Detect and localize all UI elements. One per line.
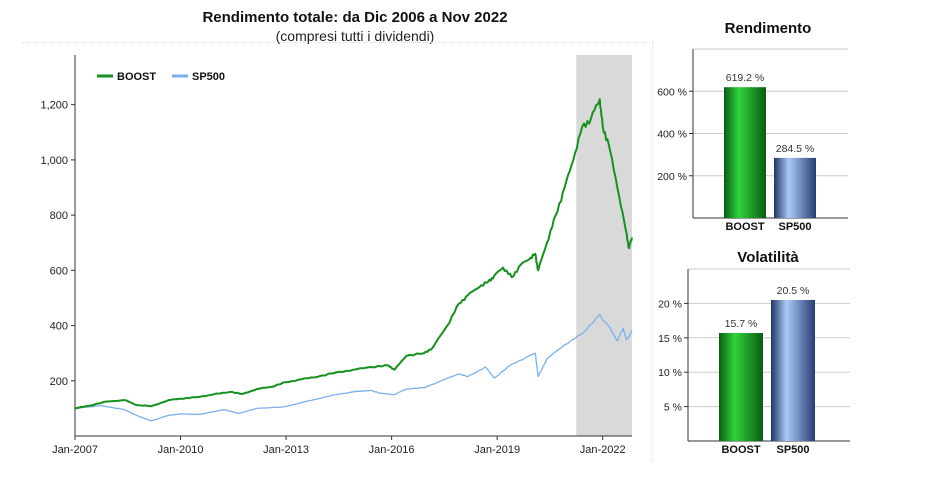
return-bar-chart: 200 % 400 % 600 % 619.2 % BOOST 284.5 % SP500 (657, 48, 848, 233)
bar-sp500 (774, 157, 816, 218)
y-tick-label: 800 (50, 210, 68, 222)
y-tick-label: 200 % (657, 171, 687, 183)
y-tick-label: 600 % (657, 86, 687, 98)
x-tick-label: Jan-2007 (52, 444, 98, 456)
y-tick-label: 5 % (664, 402, 682, 414)
chart-title: Rendimento totale: da Dic 2006 a Nov 202… (202, 9, 508, 26)
legend-label-boost: BOOST (117, 71, 156, 83)
volatility-bar-chart: 5 % 10 % 15 % 20 % 15.7 % BOOST 20.5 % SP500 (658, 268, 850, 456)
dotted-separator-vertical (652, 42, 653, 462)
x-tick-label: Jan-2019 (474, 444, 520, 456)
y-tick-label: 20 % (658, 298, 682, 310)
bar-boost (719, 332, 763, 441)
x-tick-label: Jan-2016 (369, 444, 415, 456)
volatility-chart-title: Volatilità (737, 249, 799, 266)
return-chart-title: Rendimento (724, 20, 812, 37)
bar-category-label: SP500 (776, 444, 809, 456)
legend-label-sp500: SP500 (192, 71, 225, 83)
y-tick-label: 1,200 (40, 100, 68, 112)
plot-area (75, 55, 632, 436)
chart-subtitle: (compresi tutti i dividendi) (275, 28, 435, 44)
bar-value-label: 619.2 % (726, 72, 765, 84)
bar-category-label: BOOST (721, 444, 760, 456)
y-tick-label: 400 % (657, 129, 687, 141)
shaded-period (576, 55, 632, 436)
y-tick-label: 400 (50, 321, 68, 333)
bar-value-label: 284.5 % (776, 143, 815, 155)
x-tick-label: Jan-2010 (158, 444, 204, 456)
total-return-line-chart: 200 400 600 800 1,000 1,200 Jan-2007 Jan-2010 Ja… (40, 55, 633, 456)
bar-value-label: 15.7 % (725, 318, 758, 330)
series-line-sp500 (74, 313, 633, 422)
dotted-separator-horizontal (22, 42, 650, 43)
y-tick-label: 10 % (658, 367, 682, 379)
y-tick-label: 600 (50, 265, 68, 277)
bar-boost (724, 87, 766, 218)
bar-category-label: SP500 (778, 221, 811, 233)
x-tick-label: Jan-2013 (263, 444, 309, 456)
x-tick-label: Jan-2022 (580, 444, 626, 456)
y-tick-label: 15 % (658, 333, 682, 345)
series-line-boost (74, 98, 633, 410)
bar-category-label: BOOST (725, 221, 764, 233)
y-tick-label: 200 (50, 376, 68, 388)
bar-value-label: 20.5 % (777, 285, 810, 297)
bar-sp500 (771, 299, 815, 441)
y-tick-label: 1,000 (40, 155, 68, 167)
